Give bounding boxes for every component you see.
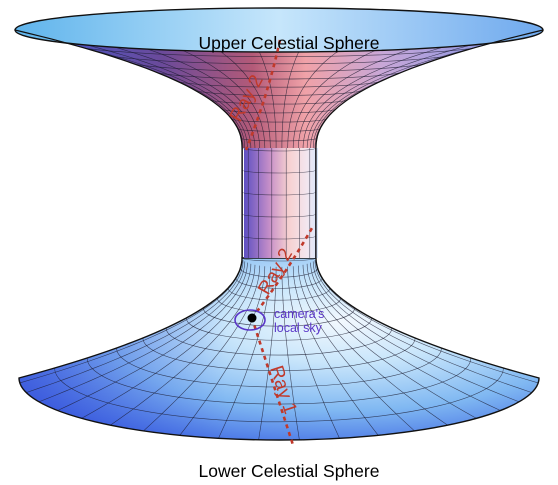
lower-flare (18, 257, 540, 441)
lower-grid-meridian (142, 265, 260, 432)
ray-1-path (250, 317, 295, 446)
throat-grid-ring (241, 191, 317, 196)
throat-grid-ring (241, 169, 317, 174)
throat-grid (241, 147, 317, 262)
lower-grid-meridian (258, 266, 277, 440)
lower-grid-ring (216, 297, 342, 314)
lower-grid-ring (116, 347, 442, 388)
lower-grid-ring (54, 367, 504, 423)
throat-grid-ring (241, 257, 317, 262)
upper-grid-ring (240, 137, 318, 142)
upper-grid-ring (221, 108, 337, 114)
rays (244, 39, 314, 446)
lower-grid-ring (142, 337, 416, 371)
upper-grid-meridian (302, 44, 451, 148)
lower-grid-meridian (26, 260, 244, 393)
upper-grid-ring (121, 59, 437, 72)
upper-grid-meridian (306, 42, 480, 148)
lower-grid-meridian (81, 263, 252, 419)
upper-grid-meridian (217, 49, 271, 148)
lower-grid-meridian (312, 261, 520, 403)
upper-grid-ring (230, 118, 328, 123)
lower-grid-meridian (306, 263, 477, 419)
lower-grid-meridian (287, 266, 340, 439)
lower-grid-meridian (109, 264, 256, 426)
throat-grid-ring (241, 235, 317, 240)
lower-grid-meridian (314, 260, 532, 393)
lower-grid-meridian (281, 266, 300, 440)
ray-2-upper-path (244, 39, 282, 151)
upper-flare (14, 7, 544, 149)
lower-flare-outline (18, 257, 540, 441)
lower-grid-meridian (218, 266, 271, 439)
upper-grid-meridian (78, 42, 252, 148)
lower-grid-ring (240, 267, 318, 278)
lower-grid-meridian (302, 264, 449, 426)
throat (241, 147, 318, 262)
lower-grid-meridian (298, 265, 416, 432)
upper-grid-meridian (177, 48, 266, 148)
upper-grid-ring (237, 128, 321, 132)
upper-grid-meridian (310, 40, 505, 148)
camera-local-sky: camera's local sky (234, 307, 324, 335)
throat-grid-ring (241, 213, 317, 218)
lower-grid-ring (202, 307, 356, 327)
upper-grid-ring (148, 69, 410, 80)
lower-grid-meridian (310, 262, 501, 411)
upper-grid-meridian (292, 48, 381, 148)
camera-dot (247, 313, 257, 323)
throat-surface (244, 148, 318, 258)
lower-celestial-sphere-label: Lower Celestial Sphere (199, 461, 380, 481)
camera-sky-circle (234, 309, 266, 331)
camera-sky-label-line2: local sky (274, 321, 323, 335)
lower-grid-ring (235, 277, 323, 289)
lower-grid-meridian (179, 266, 266, 436)
lower-grid-meridian (38, 261, 246, 403)
lower-grid-ring (227, 287, 331, 301)
lower-grid-meridian (57, 262, 248, 411)
upper-grid-meridian (258, 49, 277, 148)
upper-flare-outline (14, 29, 544, 149)
upper-grid-meridian (141, 46, 260, 148)
upper-grid-meridian (287, 49, 341, 148)
upper-grid-ring (192, 88, 366, 96)
upper-grid-meridian (107, 44, 256, 148)
upper-grid-ring (208, 98, 350, 105)
lower-flare-shading (19, 258, 539, 440)
upper-grid-meridian (281, 49, 300, 148)
lower-grid-ring (185, 317, 373, 341)
upper-grid-meridian (53, 40, 248, 148)
upper-grid-ring (172, 79, 386, 88)
lower-flare-grid (19, 258, 539, 440)
lower-grid-meridian (292, 266, 379, 436)
lower-grid-ring (165, 327, 393, 356)
ray-2-lower-path (250, 227, 314, 319)
upper-celestial-sphere-label: Upper Celestial Sphere (199, 33, 380, 53)
upper-grid-meridian (298, 46, 417, 148)
camera-sky-label-line1: camera's (274, 307, 324, 321)
